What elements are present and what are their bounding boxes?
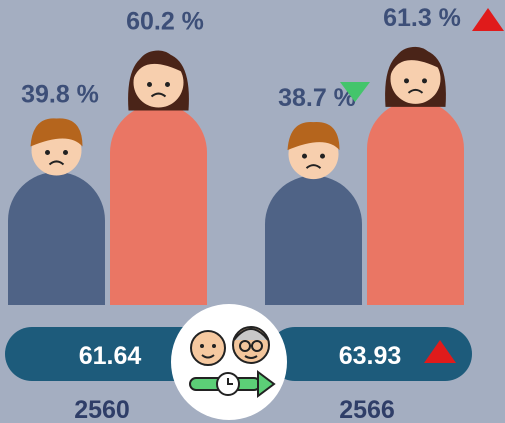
index-value: 63.93 xyxy=(339,342,402,370)
mouth xyxy=(305,164,322,169)
mouth xyxy=(150,92,167,98)
eye xyxy=(404,78,409,84)
face xyxy=(390,53,441,104)
down-arrow xyxy=(340,82,370,102)
marks: 39.8 % 60.2 % 38.7 % 61.3 % xyxy=(8,4,504,305)
up-arrow xyxy=(472,8,504,31)
fringe xyxy=(390,46,441,75)
hair xyxy=(287,122,340,151)
bar xyxy=(265,175,362,305)
eye xyxy=(422,78,427,84)
face xyxy=(133,57,184,108)
bar xyxy=(110,104,207,305)
eye xyxy=(45,149,50,155)
eye xyxy=(147,82,152,88)
up-arrow xyxy=(424,340,456,363)
index-pill xyxy=(268,327,472,381)
value-label: 61.3 % xyxy=(383,4,461,32)
year: 2566 xyxy=(339,396,395,423)
mouth xyxy=(48,160,65,166)
hair xyxy=(30,118,83,147)
bar xyxy=(367,100,464,305)
eye xyxy=(320,153,325,159)
mouth xyxy=(407,88,424,94)
aging-icon xyxy=(171,304,287,420)
eye xyxy=(302,153,307,159)
value-label: 60.2 % xyxy=(126,8,204,36)
bar xyxy=(8,171,105,305)
eye xyxy=(63,149,68,155)
index-value: 61.64 xyxy=(79,342,142,370)
fringe xyxy=(133,50,184,79)
year: 2560 xyxy=(74,396,130,423)
value-label: 39.8 % xyxy=(21,80,99,108)
eye xyxy=(165,82,170,88)
value-label: 38.7 % xyxy=(278,84,356,112)
